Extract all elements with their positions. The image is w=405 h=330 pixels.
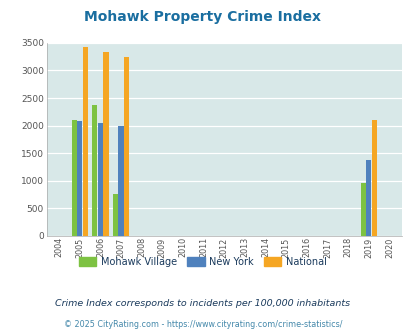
Bar xyxy=(71,120,77,236)
Bar xyxy=(77,121,82,236)
Bar xyxy=(83,47,87,236)
Bar xyxy=(118,126,123,236)
Bar xyxy=(371,119,376,236)
Text: © 2025 CityRating.com - https://www.cityrating.com/crime-statistics/: © 2025 CityRating.com - https://www.city… xyxy=(64,320,341,329)
Text: Mohawk Property Crime Index: Mohawk Property Crime Index xyxy=(84,10,321,24)
Bar xyxy=(103,52,108,236)
Bar xyxy=(365,160,371,236)
Bar xyxy=(98,123,103,236)
Text: Crime Index corresponds to incidents per 100,000 inhabitants: Crime Index corresponds to incidents per… xyxy=(55,299,350,308)
Bar xyxy=(124,57,129,236)
Legend: Mohawk Village, New York, National: Mohawk Village, New York, National xyxy=(75,253,330,271)
Bar xyxy=(92,105,97,236)
Bar xyxy=(360,183,365,236)
Bar xyxy=(113,194,118,236)
